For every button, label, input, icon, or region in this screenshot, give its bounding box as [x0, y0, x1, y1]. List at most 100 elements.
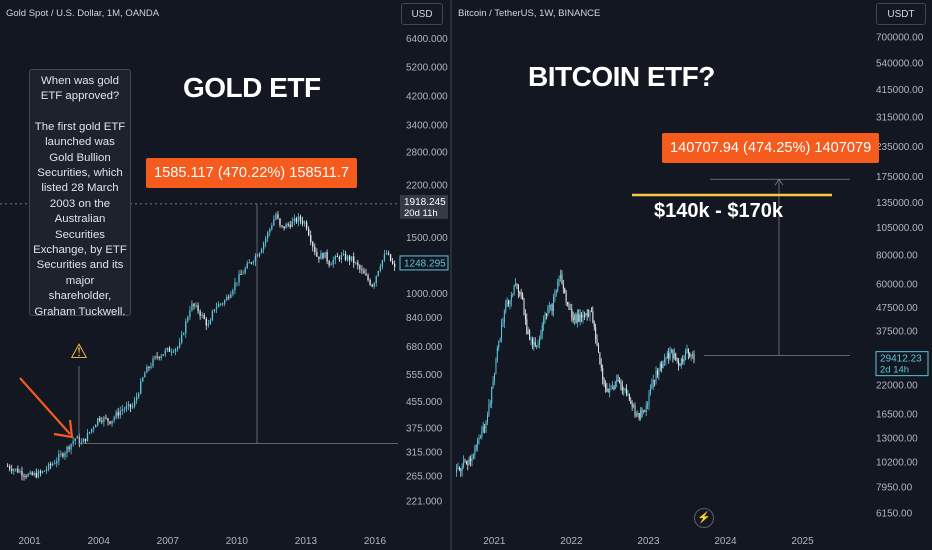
candle-body	[478, 438, 480, 440]
x-tick-label: 2004	[88, 536, 111, 547]
candle-body	[170, 351, 173, 353]
candle-body	[614, 381, 616, 390]
candle-body	[538, 338, 540, 345]
candle-body	[250, 262, 252, 264]
candle-body	[49, 463, 52, 466]
candle-body	[117, 412, 119, 416]
bitcoin-chart-svg[interactable]: 700000.00 540000.00 415000.00 315000.00 2350…	[452, 0, 932, 550]
candle-body	[575, 314, 577, 324]
candle-body	[554, 291, 556, 298]
bitcoin-measure-arrowhead	[774, 178, 784, 186]
bitcoin-last-price-tag	[875, 351, 929, 377]
candle-body	[537, 344, 539, 346]
candle-body	[336, 256, 338, 258]
y-tick-label: 60000.00	[876, 279, 918, 290]
y-tick-label: 6150.00	[876, 509, 913, 520]
candle-body	[92, 427, 95, 429]
candle-body	[152, 358, 154, 367]
candle-body	[693, 354, 695, 360]
candle-body	[569, 308, 571, 310]
gold-currency-button[interactable]: USD	[401, 3, 443, 25]
gold-chart-panel[interactable]: 6400.000 5200.000 4200.000 3400.000 2800.000…	[0, 0, 450, 550]
candle-body	[491, 386, 493, 404]
bitcoin-chart-panel[interactable]: 700000.00 540000.00 415000.00 315000.00 2350…	[452, 0, 932, 550]
candle-body	[638, 413, 640, 419]
candle-body	[230, 294, 232, 298]
candle-body	[527, 330, 529, 335]
candle-body	[603, 379, 605, 384]
bitcoin-last-time: 2d 14h	[880, 365, 909, 376]
y-tick-label: 265.000	[406, 471, 443, 482]
candle-body	[474, 448, 476, 455]
candle-body	[107, 418, 109, 422]
y-tick-label: 540000.00	[876, 58, 924, 69]
candle-body	[269, 229, 271, 233]
candle-body	[209, 320, 212, 325]
gold-chart-svg[interactable]: 6400.000 5200.000 4200.000 3400.000 2800.000…	[0, 0, 450, 550]
candle-body	[661, 363, 663, 368]
candle-body	[658, 370, 660, 376]
x-tick-label: 2021	[483, 536, 506, 547]
candle-body	[619, 381, 621, 383]
candle-body	[600, 364, 602, 369]
y-tick-label: 13000.00	[876, 433, 918, 444]
candle-body	[562, 284, 564, 289]
candle-body	[52, 463, 54, 466]
x-tick-label: 2024	[714, 536, 737, 547]
candle-body	[221, 303, 224, 305]
lightning-icon[interactable]: ⚡	[694, 508, 714, 528]
candle-body	[201, 314, 203, 316]
candle-body	[481, 431, 483, 437]
candle-body	[460, 469, 462, 471]
candle-body	[119, 410, 121, 416]
y-tick-label: 37500.00	[876, 327, 918, 338]
candle-body	[540, 333, 542, 339]
y-tick-label: 5200.000	[406, 62, 448, 73]
candle-body	[307, 228, 310, 236]
candle-body	[135, 396, 138, 401]
candle-body	[494, 373, 496, 381]
candle-body	[685, 351, 687, 361]
y-tick-label: 221.000	[406, 496, 443, 507]
candle-body	[342, 253, 345, 255]
candle-body	[84, 438, 87, 441]
candle-body	[363, 270, 365, 274]
candle-body	[375, 275, 377, 284]
candle-body	[647, 404, 649, 406]
candle-body	[567, 302, 569, 305]
candle-body	[516, 283, 518, 285]
bitcoin-measure-label: 140707.94 (474.25%) 1407079	[662, 133, 880, 163]
candle-body	[74, 438, 76, 442]
candle-body	[686, 349, 688, 352]
y-tick-label: 135000.00	[876, 198, 924, 209]
candle-body	[456, 467, 458, 473]
candle-body	[479, 436, 481, 439]
candle-body	[346, 256, 349, 260]
candle-body	[205, 318, 207, 326]
candle-body	[240, 273, 242, 275]
y-tick-label: 105000.00	[876, 223, 924, 234]
candle-body	[379, 266, 382, 271]
candle-body	[656, 370, 658, 376]
candle-body	[501, 324, 503, 339]
candle-body	[361, 269, 363, 271]
y-tick-label: 840.000	[406, 313, 443, 324]
candle-body	[547, 307, 549, 316]
candle-body	[645, 405, 647, 412]
bitcoin-currency-button[interactable]: USDT	[876, 3, 926, 25]
candle-body	[162, 354, 164, 356]
candle-body	[464, 461, 466, 463]
candle-body	[633, 405, 635, 407]
candle-body	[291, 221, 293, 227]
candle-body	[54, 463, 56, 465]
candle-body	[649, 387, 651, 394]
candle-body	[589, 310, 591, 315]
panel-divider[interactable]	[450, 0, 452, 550]
candle-body	[467, 464, 469, 466]
candle-body	[150, 366, 152, 368]
candle-body	[383, 254, 386, 261]
candle-body	[127, 404, 130, 407]
candle-body	[66, 446, 68, 454]
candle-body	[548, 305, 550, 308]
orange-arrowhead	[53, 419, 74, 439]
